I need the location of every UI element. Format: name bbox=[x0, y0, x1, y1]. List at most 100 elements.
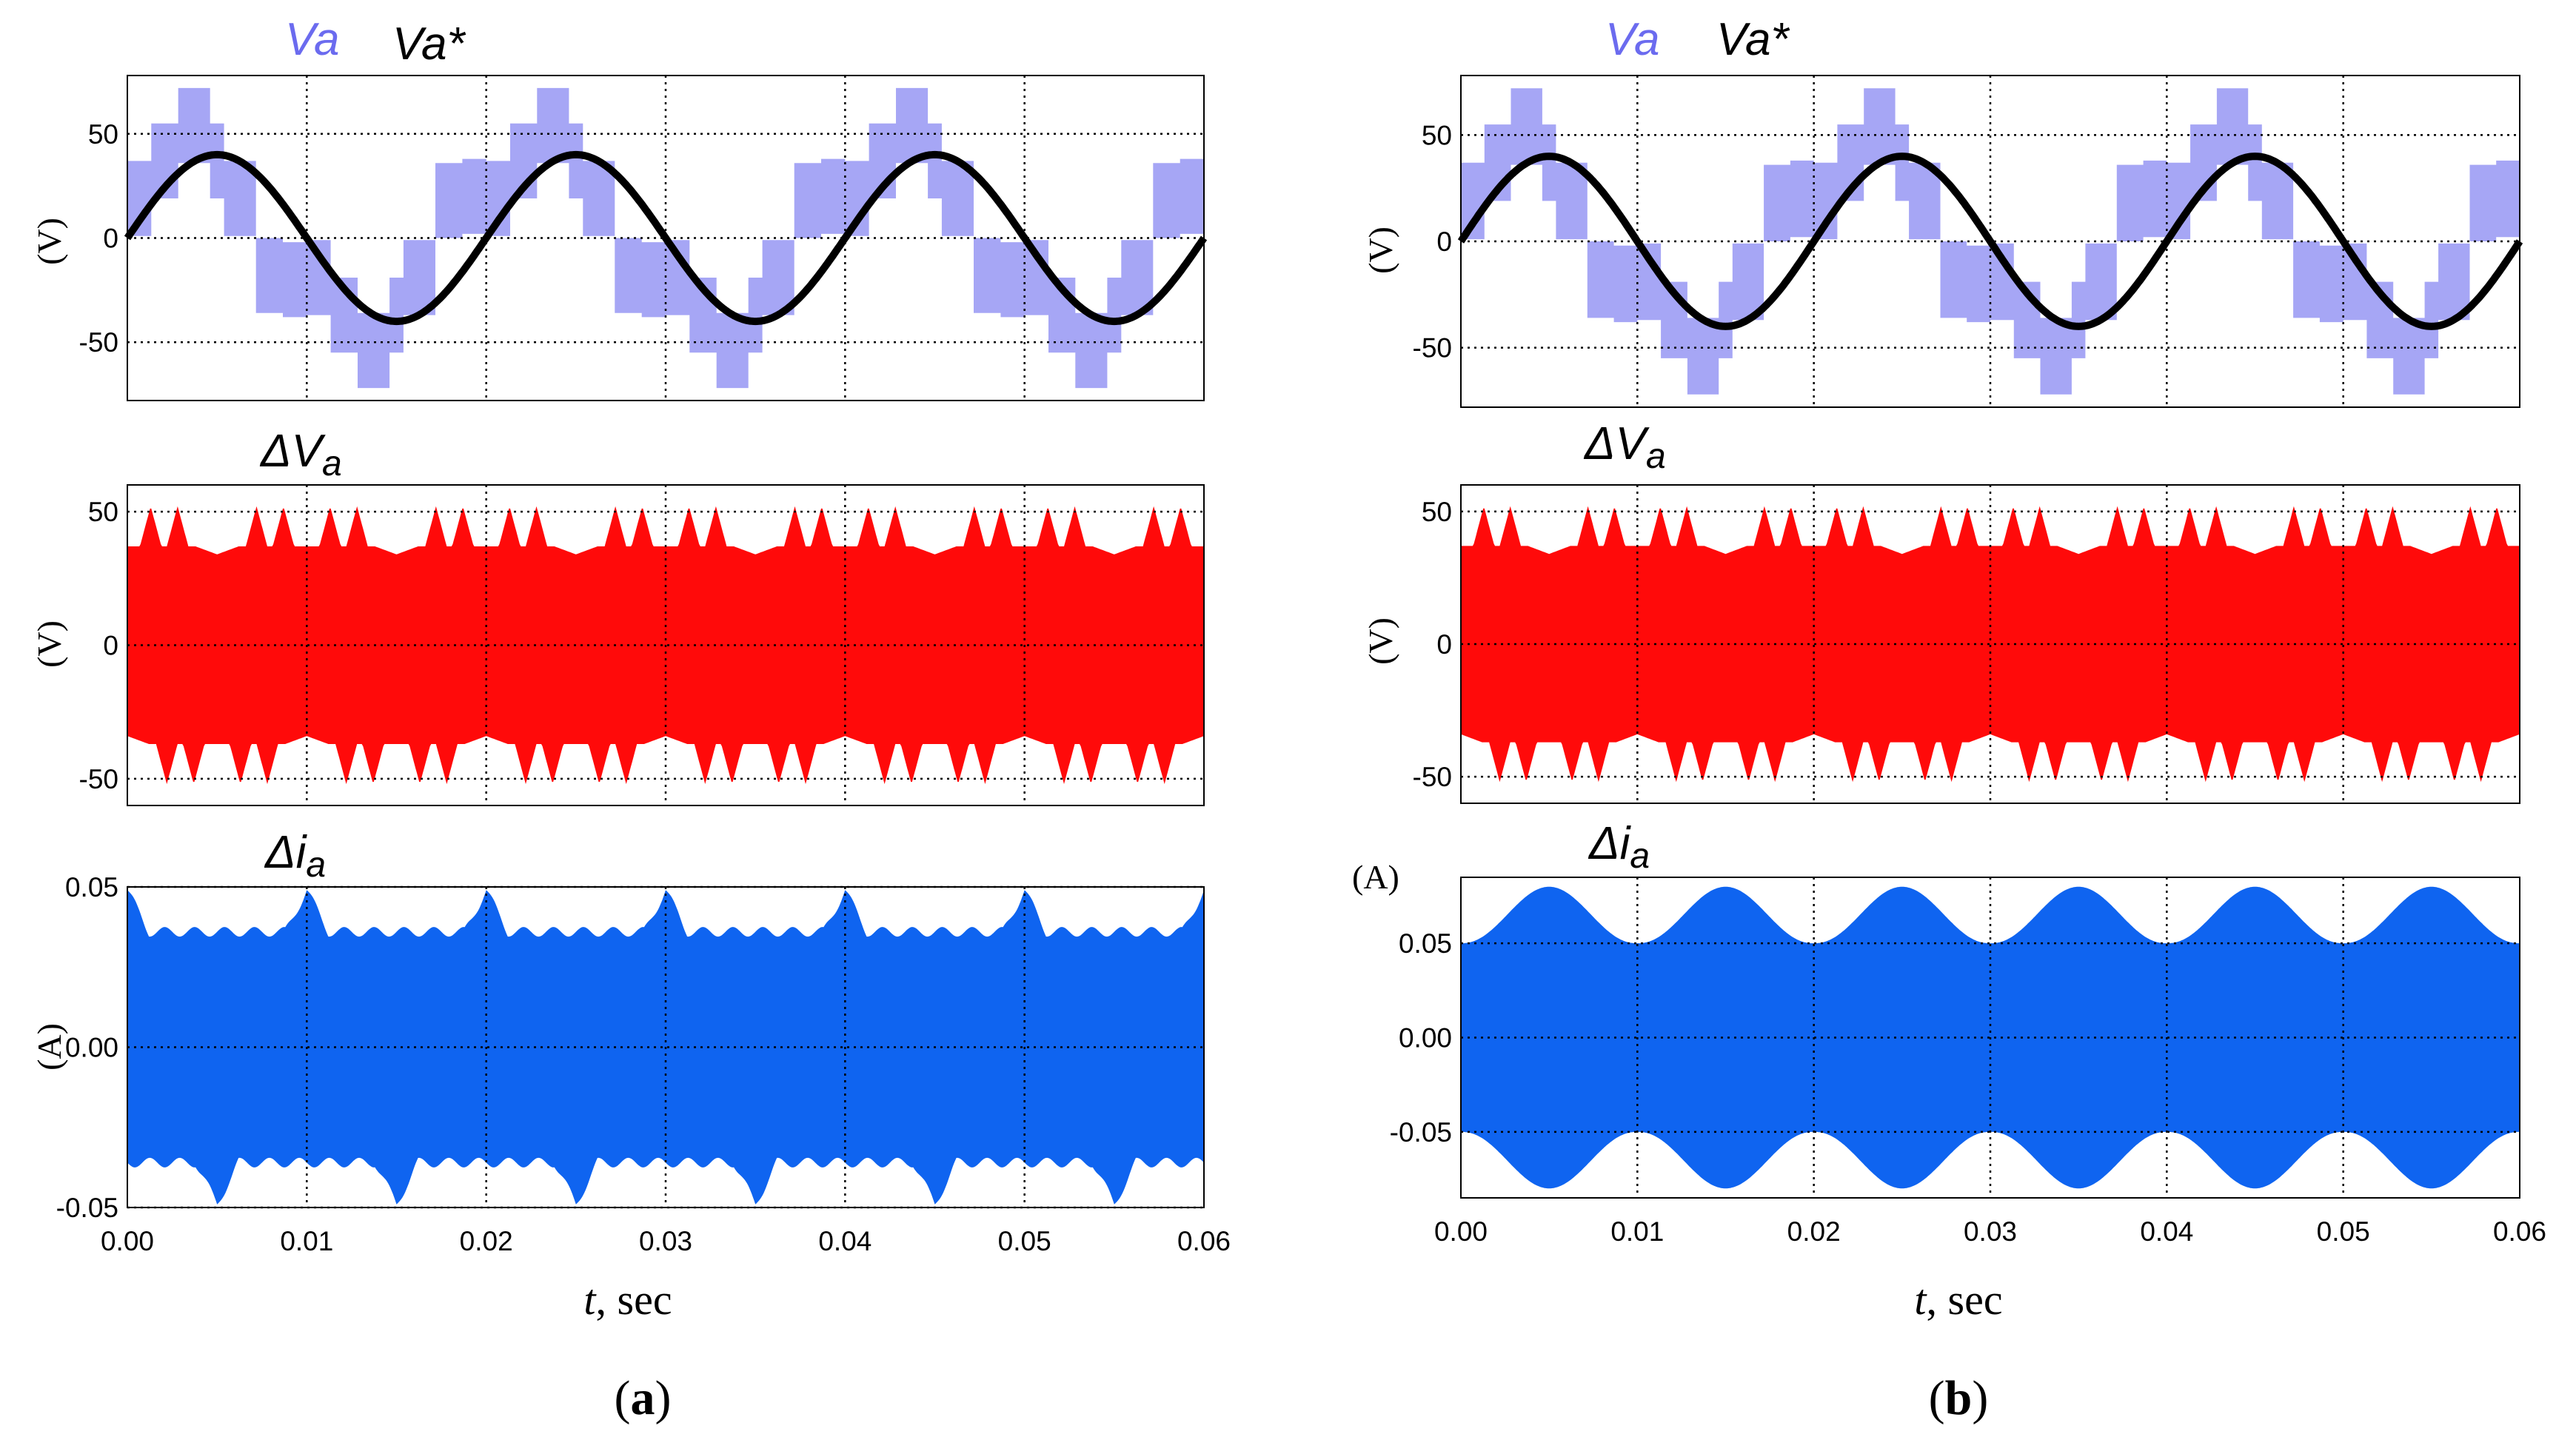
ytick-b-va-2: -50 bbox=[1413, 333, 1452, 364]
ytick-a-va-1: 0 bbox=[103, 224, 118, 254]
ytick-a-dv-1: 0 bbox=[103, 631, 118, 661]
xticks-b-6: 0.06 bbox=[2493, 1216, 2546, 1247]
grid-b-di bbox=[1461, 877, 2520, 1198]
xticks-a-1: 0.01 bbox=[280, 1226, 333, 1256]
xticks-a: 0.00 0.01 0.02 0.03 0.04 0.05 0.06 bbox=[101, 1226, 1231, 1256]
xticks-b-4: 0.04 bbox=[2140, 1216, 2193, 1247]
legend-dv-a-var: V bbox=[292, 426, 327, 477]
frame-a-di bbox=[127, 886, 1205, 1208]
yticks-b-di: 0.05 0.00 -0.05 bbox=[1390, 928, 1452, 1148]
panel-label-b: (b) bbox=[1929, 1371, 1989, 1425]
ylabel-b-dv: (V) bbox=[1362, 617, 1399, 665]
legend-dv-b: ΔVa bbox=[1583, 418, 1666, 476]
legend-di-b: Δia bbox=[1588, 818, 1650, 876]
legend-dv-a: ΔVa bbox=[259, 426, 342, 483]
ytick-b-dv-2: -50 bbox=[1413, 762, 1452, 792]
xlabel-a-rest: , sec bbox=[596, 1276, 672, 1324]
ylabel-b-va: (V) bbox=[1362, 227, 1399, 274]
legend-di-b-delta: Δ bbox=[1588, 818, 1620, 869]
ytick-b-di-1: 0.00 bbox=[1399, 1023, 1452, 1054]
legend-dv-b-var: V bbox=[1616, 418, 1650, 469]
xticks-b-0: 0.00 bbox=[1434, 1216, 1488, 1247]
ytick-a-di-2: -0.05 bbox=[56, 1193, 118, 1223]
panel-label-a: (a) bbox=[615, 1371, 672, 1425]
panel-label-b-open: ( bbox=[1929, 1371, 1945, 1425]
va-band-shape-a-va bbox=[127, 87, 1204, 389]
legend-va-b: Va bbox=[1605, 14, 1660, 65]
ytick-b-di-2: -0.05 bbox=[1390, 1117, 1452, 1148]
yticks-a-di: 0.05 0.00 -0.05 bbox=[56, 872, 118, 1223]
xlabel-b-rest: , sec bbox=[1927, 1276, 2003, 1324]
xticks-b-3: 0.03 bbox=[1964, 1216, 2017, 1247]
ytick-b-dv-0: 50 bbox=[1422, 497, 1452, 527]
legend-di-a-var: i bbox=[296, 827, 308, 878]
ytick-a-va-2: -50 bbox=[79, 327, 118, 358]
xticks-a-4: 0.04 bbox=[818, 1226, 872, 1256]
panel-label-a-letter: a bbox=[631, 1371, 655, 1425]
xticks-b-2: 0.02 bbox=[1787, 1216, 1841, 1247]
frame-b-dv bbox=[1460, 484, 2520, 804]
ylabel-b-di: (A) bbox=[1352, 858, 1399, 896]
legend-di-b-sub: a bbox=[1630, 837, 1650, 876]
ytick-a-di-0: 0.05 bbox=[65, 872, 118, 902]
panel-label-b-close: ) bbox=[1972, 1371, 1988, 1425]
legend-dv-a-sub: a bbox=[322, 444, 342, 483]
frame-b-va bbox=[1460, 75, 2520, 408]
dv-envelope-b bbox=[1461, 506, 2520, 783]
legend-di-a-delta: Δ bbox=[264, 827, 296, 878]
grid-a-di bbox=[127, 885, 1204, 1209]
panel-label-a-close: ) bbox=[655, 1371, 672, 1425]
panel-label-a-open: ( bbox=[615, 1371, 631, 1425]
legend-di-a-sub: a bbox=[306, 845, 326, 885]
legend-di-a: Δia bbox=[264, 827, 326, 885]
grid-b-va bbox=[1461, 76, 2520, 407]
ytick-b-dv-1: 0 bbox=[1436, 629, 1452, 660]
xlabel-b-t: t bbox=[1914, 1276, 1927, 1324]
legend-dv-b-delta: Δ bbox=[1583, 418, 1616, 469]
ytick-b-di-0: 0.05 bbox=[1399, 928, 1452, 959]
xticks-b-5: 0.05 bbox=[2317, 1216, 2370, 1247]
yticks-a-va: 50 0 -50 bbox=[79, 119, 118, 358]
plot-b-voltage: 50 0 -50 (V) Va Va* bbox=[1362, 14, 2523, 408]
legend-di-b-var: i bbox=[1620, 818, 1632, 869]
frame-b-di bbox=[1460, 877, 2520, 1199]
dv-envelope-shape-b-dv bbox=[1461, 506, 2520, 783]
xticks-b: 0.00 0.01 0.02 0.03 0.04 0.05 0.06 bbox=[1434, 1216, 2546, 1247]
ytick-b-va-1: 0 bbox=[1436, 227, 1452, 257]
ylabel-a-va: (V) bbox=[30, 218, 68, 265]
xticks-a-2: 0.02 bbox=[460, 1226, 513, 1256]
legend-dv-a-delta: Δ bbox=[259, 426, 292, 477]
yticks-a-dv: 50 0 -50 bbox=[79, 497, 118, 794]
va-ref-line-a bbox=[124, 150, 1208, 326]
xticks-a-5: 0.05 bbox=[998, 1226, 1051, 1256]
grid-a-va bbox=[127, 76, 1204, 401]
xticks-b-1: 0.01 bbox=[1610, 1216, 1664, 1247]
ytick-a-dv-0: 50 bbox=[88, 497, 118, 527]
va-band-a bbox=[127, 87, 1204, 389]
panel-label-b-letter: b bbox=[1945, 1371, 1973, 1425]
va-ref-line-b bbox=[1457, 153, 2523, 330]
legend-va-ref-a: Va* bbox=[392, 19, 466, 70]
yticks-b-dv: 50 0 -50 bbox=[1413, 497, 1452, 792]
xlabel-a-t: t bbox=[583, 1276, 597, 1324]
va-band-b bbox=[1461, 88, 2520, 395]
va-band-shape-b-va bbox=[1461, 88, 2520, 395]
xlabel-a: t, sec bbox=[583, 1276, 672, 1324]
frame-a-dv bbox=[127, 484, 1205, 806]
ytick-b-va-0: 50 bbox=[1422, 120, 1452, 150]
frame-a-va bbox=[127, 75, 1205, 401]
grid-a-dv bbox=[127, 485, 1204, 805]
ytick-a-va-0: 50 bbox=[88, 119, 118, 150]
xlabel-b: t, sec bbox=[1914, 1276, 2002, 1324]
xticks-a-0: 0.00 bbox=[101, 1226, 154, 1256]
legend-dv-b-sub: a bbox=[1646, 437, 1666, 476]
xticks-a-3: 0.03 bbox=[639, 1226, 692, 1256]
plot-a-delta-v: 50 0 -50 (V) ΔVa bbox=[30, 426, 1205, 806]
xticks-a-6: 0.06 bbox=[1177, 1226, 1231, 1256]
yticks-b-va: 50 0 -50 bbox=[1413, 120, 1452, 363]
plot-b-delta-v: 50 0 -50 (V) ΔVa bbox=[1362, 418, 2520, 804]
legend-va-a: Va bbox=[285, 14, 340, 65]
legend-va-ref-b: Va* bbox=[1716, 14, 1790, 65]
ylabel-a-di: (A) bbox=[30, 1023, 68, 1071]
